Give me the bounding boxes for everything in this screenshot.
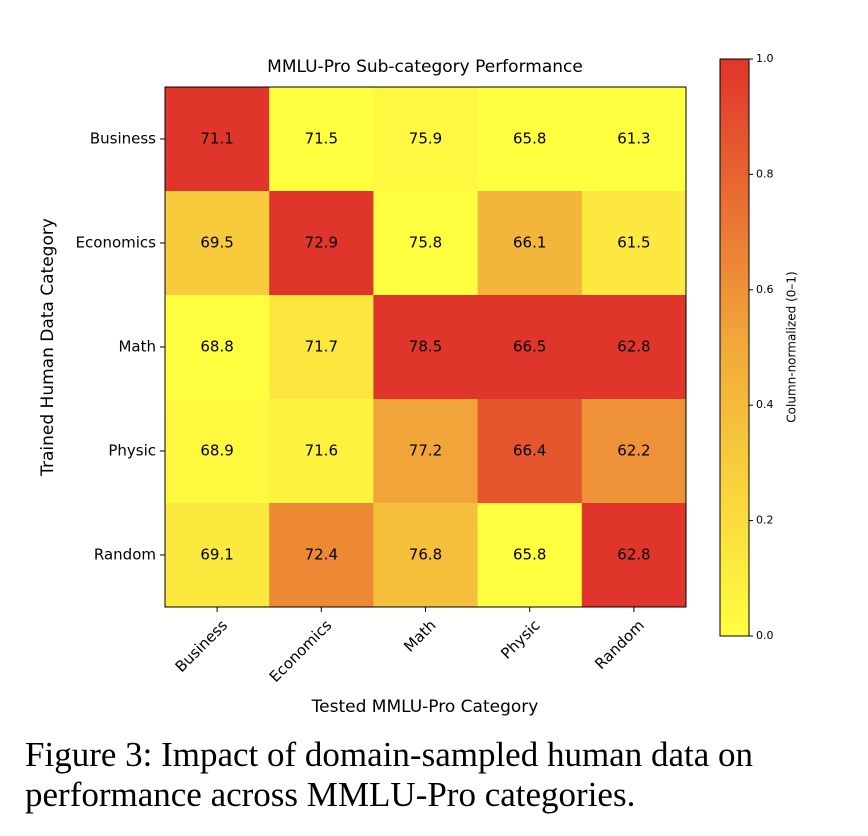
cell-label: 78.5 (409, 338, 442, 356)
y-tick-label: Economics (76, 234, 157, 252)
cell-label: 61.3 (617, 130, 650, 148)
cell-label: 71.5 (305, 130, 338, 148)
heatmap-cell (373, 503, 479, 608)
heatmap-cell (581, 503, 687, 608)
heatmap-cell (165, 295, 270, 400)
heatmap-cell (581, 399, 687, 504)
heatmap-cell (269, 295, 374, 400)
heatmap-cell (269, 399, 374, 504)
colorbar-tick-label: 1.0 (756, 52, 774, 65)
heatmap-cell (477, 295, 583, 400)
cell-label: 65.8 (513, 130, 546, 148)
y-tick-label: Random (94, 546, 156, 564)
heatmap-cell (269, 503, 374, 608)
cell-label: 72.4 (305, 546, 338, 564)
y-tick-label: Business (90, 130, 156, 148)
chart-title: MMLU-Pro Sub-category Performance (267, 57, 583, 77)
cell-label: 69.1 (200, 546, 233, 564)
heatmap-cell (581, 191, 687, 296)
cell-label: 75.8 (409, 234, 442, 252)
heatmap-cell (581, 87, 687, 192)
heatmap-cell (373, 399, 479, 504)
x-tick-label: Business (172, 616, 232, 676)
heatmap-cell (373, 87, 479, 192)
x-tick-label: Economics (266, 616, 336, 686)
x-axis-label: Tested MMLU-Pro Category (311, 697, 539, 717)
y-tick-label: Physic (108, 442, 156, 460)
colorbar-tick-label: 0.8 (756, 167, 774, 180)
heatmap-cell (165, 191, 270, 296)
heatmap-cell (477, 503, 583, 608)
heatmap-cell (165, 87, 270, 192)
cell-label: 71.1 (200, 130, 233, 148)
heatmap-cell (269, 87, 374, 192)
cell-label: 76.8 (409, 546, 442, 564)
cell-label: 71.7 (305, 338, 338, 356)
x-tick-label: Random (591, 616, 648, 673)
colorbar-tick-label: 0.0 (756, 629, 774, 642)
cell-label: 72.9 (305, 234, 338, 252)
y-axis-label: Trained Human Data Category (38, 218, 58, 477)
heatmap-cell (165, 503, 270, 608)
cell-label: 66.1 (513, 234, 546, 252)
x-tick-label: Physic (497, 616, 543, 662)
heatmap-cell (477, 87, 583, 192)
colorbar-tick-label: 0.4 (756, 398, 774, 411)
cell-label: 68.8 (200, 338, 233, 356)
cell-label: 62.8 (617, 546, 650, 564)
heatmap-cell (581, 295, 687, 400)
heatmap-cell (269, 191, 374, 296)
cell-label: 71.6 (305, 442, 338, 460)
cell-label: 69.5 (200, 234, 233, 252)
cell-label: 68.9 (200, 442, 233, 460)
cell-label: 62.8 (617, 338, 650, 356)
colorbar (719, 58, 750, 637)
cell-label: 66.5 (513, 338, 546, 356)
chart: MMLU-Pro Sub-category Performance Tested… (38, 52, 799, 717)
cell-label: 61.5 (617, 234, 650, 252)
x-tick-label: Math (400, 616, 439, 655)
heatmap-cell (373, 191, 479, 296)
colorbar-tick-label: 0.2 (756, 514, 774, 527)
cell-label: 66.4 (513, 442, 546, 460)
cell-label: 65.8 (513, 546, 546, 564)
heatmap-cell (373, 295, 479, 400)
heatmap-cell (165, 399, 270, 504)
heatmap-cell (477, 399, 583, 504)
cell-label: 75.9 (409, 130, 442, 148)
y-tick-label: Math (118, 338, 156, 356)
colorbar-tick-label: 0.6 (756, 283, 774, 296)
cell-label: 62.2 (617, 442, 650, 460)
colorbar-label: Column-normalized (0–1) (785, 271, 799, 422)
heatmap-cell (477, 191, 583, 296)
cell-label: 77.2 (409, 442, 442, 460)
caption: Figure 3: Impact of domain-sampled human… (25, 735, 754, 814)
